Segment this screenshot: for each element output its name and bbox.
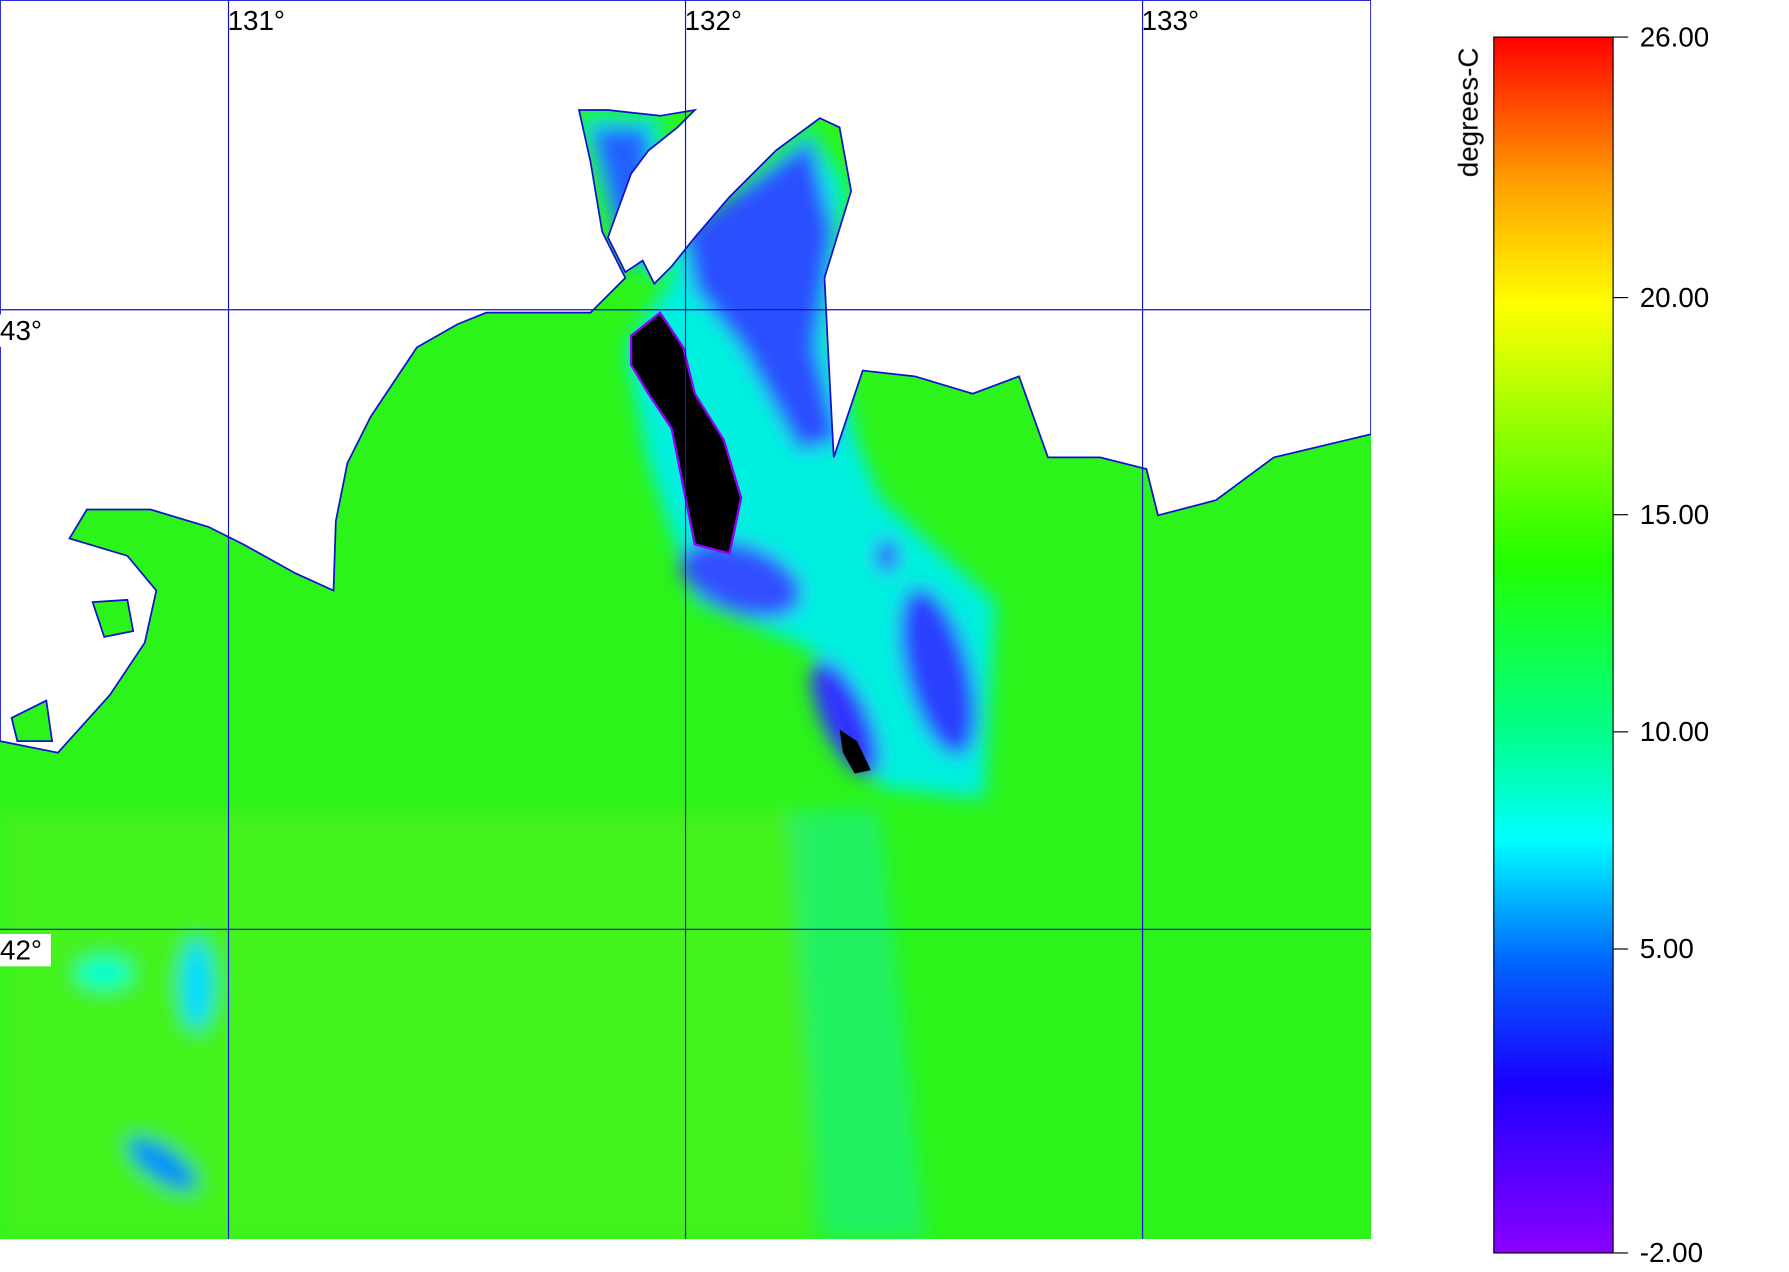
colorbar <box>1493 36 1614 1254</box>
land <box>0 0 1372 754</box>
colorbar-tick-label: 10.00 <box>1640 716 1710 747</box>
colorbar-tick-label: 15.00 <box>1640 499 1710 530</box>
label-background <box>0 933 51 967</box>
longitude-label: 132° <box>685 5 742 36</box>
graticule-labels: 131° 132° 133° 43° 42° <box>0 5 1199 967</box>
latitude-label: 43° <box>0 315 42 346</box>
scaled-layer: 131° 132° 133° 43° 42° degrees-C 26.00 20.00 1… <box>0 0 1709 1268</box>
temperature-field <box>0 115 996 1240</box>
label-background <box>0 314 51 347</box>
colorbar-label: degrees-C <box>1453 47 1484 177</box>
colorbar-tick-label: 26.00 <box>1640 21 1710 52</box>
cold-spot <box>839 729 871 774</box>
islands <box>10 598 135 742</box>
colorbar-tick-label: -2.00 <box>1640 1237 1703 1268</box>
graticule <box>0 0 1372 1240</box>
longitude-label: 133° <box>1142 5 1199 36</box>
colorbar-tick-label: 5.00 <box>1640 933 1694 964</box>
map <box>0 0 1372 1240</box>
longitude-label: 131° <box>228 5 285 36</box>
colorbar-tick-label: 20.00 <box>1640 282 1710 313</box>
latitude-label: 42° <box>0 934 42 965</box>
